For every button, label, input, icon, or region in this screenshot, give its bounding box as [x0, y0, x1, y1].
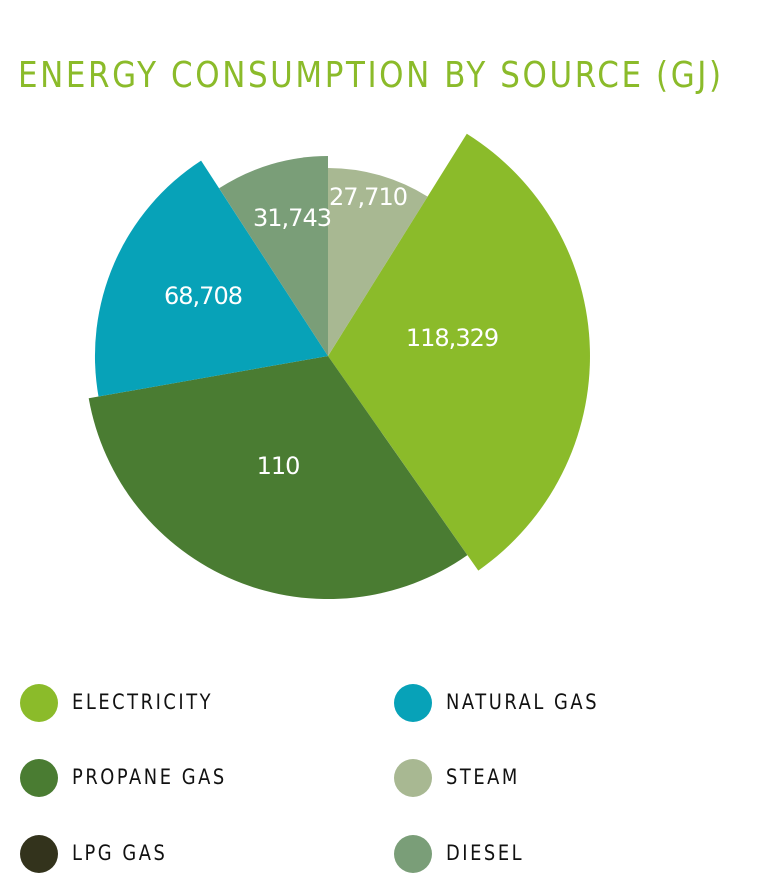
- legend-swatch-propane-gas: [20, 759, 58, 797]
- legend-label-natural-gas: NATURAL GAS: [446, 690, 600, 714]
- pie-slice-propane-gas: [88, 356, 468, 600]
- pie-slice-natural-gas: [94, 160, 328, 397]
- legend-swatch-steam: [394, 759, 432, 797]
- legend-swatch-lpg-gas: [20, 835, 58, 873]
- legend-label-diesel: DIESEL: [446, 841, 525, 865]
- pie-slices: [88, 133, 590, 600]
- legend-swatch-diesel: [394, 835, 432, 873]
- legend-label-steam: STEAM: [446, 765, 520, 789]
- pie-label-diesel: 31,743: [253, 204, 331, 232]
- legend-swatch-natural-gas: [394, 684, 432, 722]
- pie-slice-diesel: [219, 156, 328, 356]
- pie-label-electricity: 118,329: [406, 324, 498, 352]
- chart-title: ENERGY CONSUMPTION BY SOURCE (GJ): [18, 55, 724, 96]
- legend-label-propane-gas: PROPANE GAS: [72, 765, 227, 789]
- pie-label-propane-gas: 110: [257, 452, 300, 480]
- legend-swatch-electricity: [20, 684, 58, 722]
- pie-slice-steam: [328, 168, 428, 356]
- pie-label-steam: 27,710: [329, 183, 407, 211]
- legend-label-electricity: ELECTRICITY: [72, 690, 214, 714]
- legend-label-lpg-gas: LPG GAS: [72, 841, 168, 865]
- pie-slice-electricity: [328, 133, 590, 571]
- pie-label-natural-gas: 68,708: [164, 282, 242, 310]
